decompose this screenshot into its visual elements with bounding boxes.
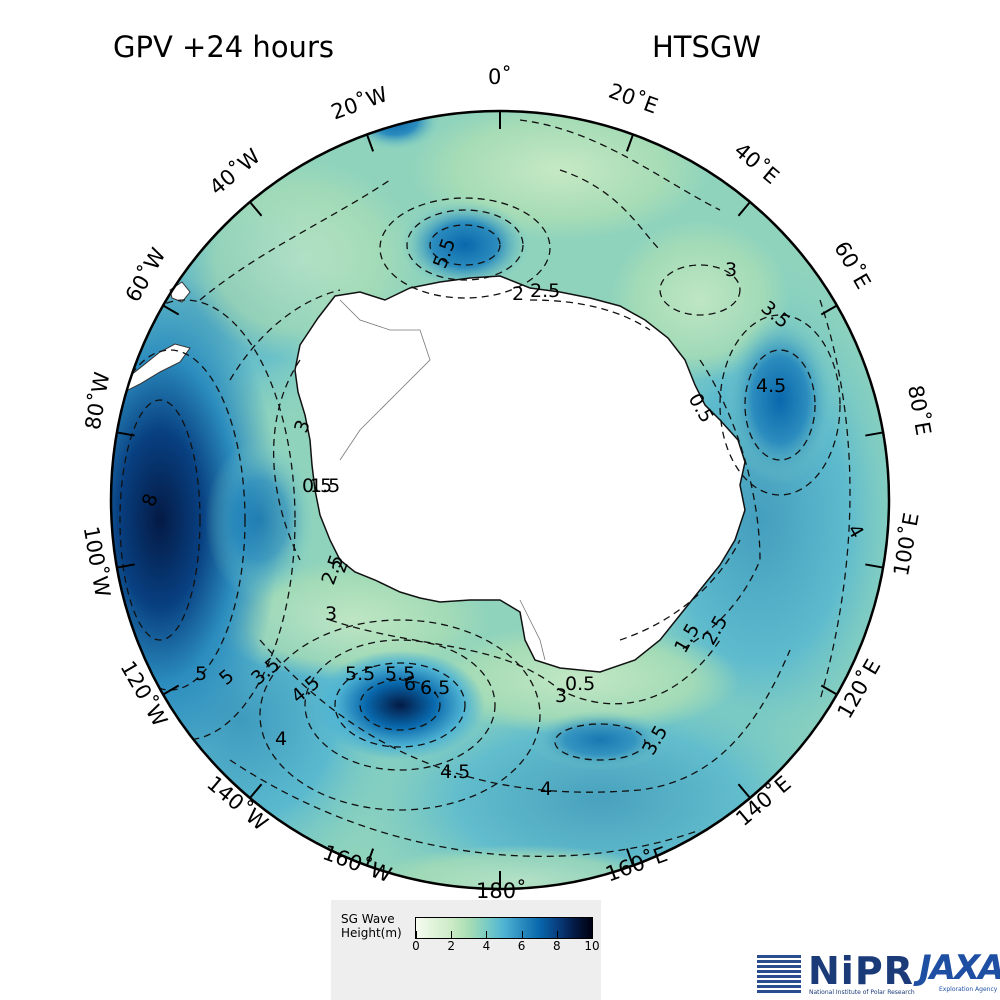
longitude-label: 40˚W [205, 144, 265, 200]
colorbar-tick-mark [521, 931, 523, 938]
longitude-label: 20˚E [605, 79, 661, 119]
contour-label: 4 [275, 728, 287, 750]
longitude-tick [625, 848, 634, 866]
contour-label: 2.5 [530, 280, 560, 302]
contour-label: 5.5 [385, 663, 415, 685]
contour-lines [111, 119, 851, 857]
longitude-tick [865, 431, 884, 437]
longitude-tick [249, 201, 263, 217]
contour-label: 4.5 [756, 375, 786, 397]
ice-shelf-line [339, 299, 431, 461]
contour-label: 6.5 [420, 677, 450, 699]
longitude-tick [116, 563, 135, 569]
longitude-label: 20˚W [328, 82, 391, 124]
longitude-ticks [116, 111, 884, 889]
colorbar-tick-mark [451, 931, 453, 938]
longitude-tick [737, 783, 751, 799]
longitude-tick [116, 431, 135, 437]
contour-label: 3 [555, 685, 567, 707]
longitude-label: 80˚E [903, 383, 935, 437]
contour-label: 5 [195, 663, 207, 685]
longitude-label: 40˚E [729, 138, 783, 189]
longitude-tick [737, 201, 751, 217]
antarctica-landmass [294, 275, 746, 673]
longitude-tick [366, 134, 375, 152]
contour-label: 2 [512, 283, 524, 305]
contour-label: 6 [404, 673, 416, 695]
longitude-tick [865, 563, 884, 569]
nipr-logo-subtitle: National Institute of Polar Research [809, 989, 915, 996]
legend-title-line1: SG Wave [341, 912, 395, 926]
longitude-label: 180˚ [476, 879, 527, 903]
colorbar-tick-mark [556, 931, 558, 938]
colorbar-tick-label: 6 [517, 939, 526, 953]
jaxa-logo-text: JAXA [919, 948, 1000, 988]
contour-label: 1.5 [310, 475, 340, 497]
longitude-tick [625, 134, 634, 152]
longitude-label: 60˚W [121, 244, 171, 306]
colorbar-tick-mark [592, 931, 593, 938]
longitude-label: 100˚W [79, 524, 115, 599]
nipr-logo: NiPR National Institute of Polar Researc… [757, 949, 915, 997]
longitude-tick [820, 304, 838, 316]
longitude-tick [162, 304, 180, 316]
contour-label: 0.5 [302, 475, 332, 497]
longitude-label: 60˚E [829, 237, 875, 293]
south-america-coast [121, 343, 191, 393]
colorbar-legend: SG Wave Height(m) 0 2 4 6 8 10 [331, 900, 601, 1000]
longitude-label: 100˚E [889, 511, 924, 578]
longitude-tick [366, 848, 375, 866]
contour-label: 3 [325, 603, 337, 625]
colorbar-tick-mark [416, 931, 417, 938]
contour-label: 4.5 [440, 761, 470, 783]
colorbar-tick-mark [486, 931, 488, 938]
colorbar-tick-label: 10 [584, 939, 600, 953]
longitude-tick [249, 783, 263, 799]
legend-title: SG Wave Height(m) [341, 912, 402, 940]
colorbar-tick-label: 8 [552, 939, 561, 953]
nipr-logo-text: NiPR [808, 949, 914, 993]
longitude-label: 80˚W [81, 370, 115, 432]
variable-title: HTSGW [652, 30, 762, 64]
jaxa-logo-subtitle: Exploration Agency [939, 986, 998, 993]
contour-label: 5.5 [345, 663, 375, 685]
longitude-tick [820, 684, 838, 696]
longitude-tick [162, 684, 180, 696]
colorbar-tick-label: 4 [482, 939, 491, 953]
contour-label: 0.5 [565, 673, 595, 695]
colorbar [415, 917, 593, 939]
contour-label: 3 [725, 259, 737, 281]
legend-title-line2: Height(m) [341, 926, 402, 940]
jaxa-logo: JAXA Exploration Agency [917, 948, 1000, 998]
forecast-title: GPV +24 hours [113, 30, 334, 64]
colorbar-tick-label: 2 [447, 939, 456, 953]
ross-shelf-line [519, 599, 546, 661]
contour-label: 4 [540, 778, 552, 800]
colorbar-tick-label: 0 [412, 939, 420, 953]
nipr-logo-mark [757, 955, 801, 993]
longitude-label: 0˚ [488, 65, 512, 89]
